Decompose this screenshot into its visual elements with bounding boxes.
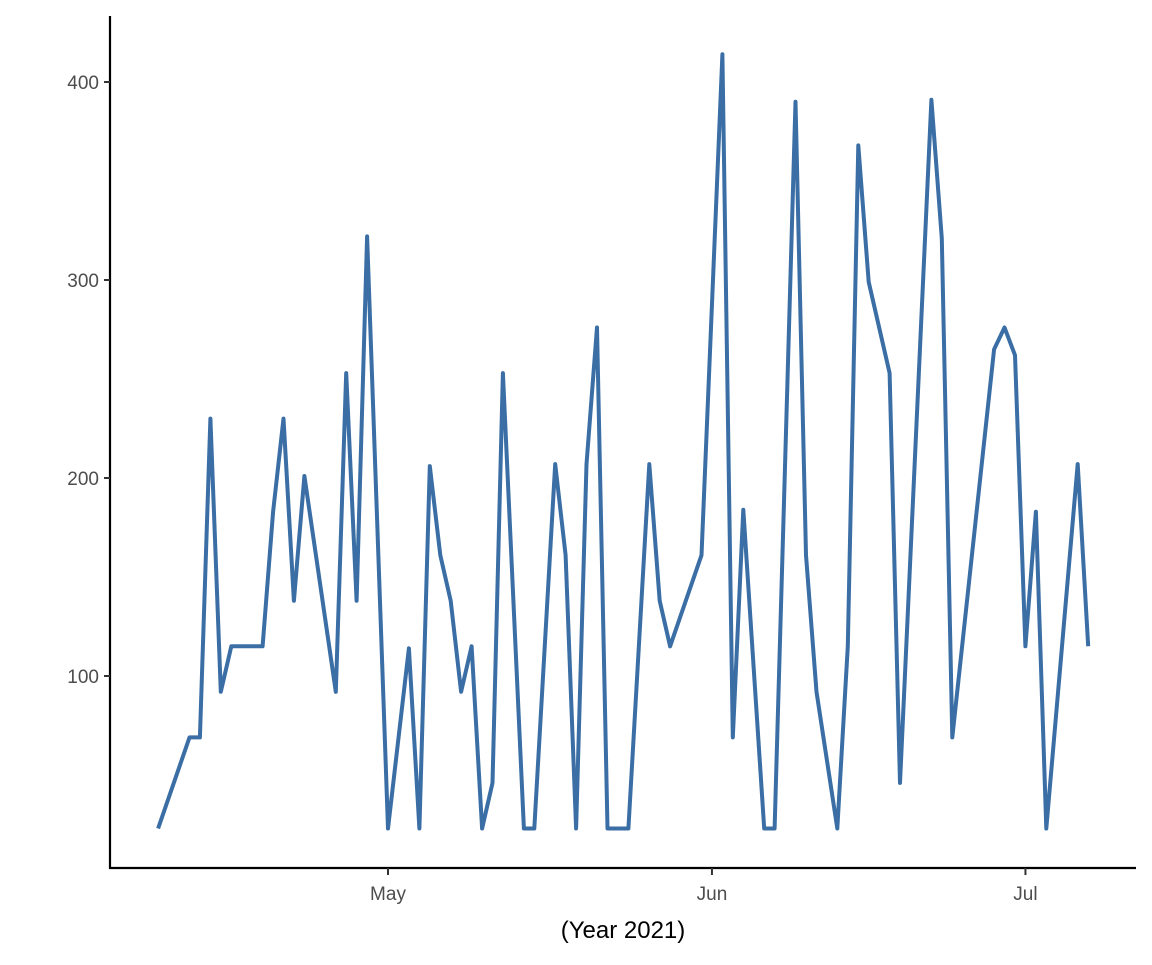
- x-tick-label: Jul: [1013, 884, 1037, 905]
- x-axis: May Jun Jul: [109, 866, 1136, 905]
- y-tick-label: 100: [67, 667, 99, 688]
- x-tick-label: May: [370, 884, 406, 905]
- y-axis: 100 200 300 400: [67, 16, 112, 869]
- x-axis-title: (Year 2021): [561, 917, 686, 944]
- y-tick-label: 400: [67, 73, 99, 94]
- y-axis-ticks: 100 200 300 400: [67, 73, 110, 688]
- y-tick-label: 200: [67, 469, 99, 490]
- data-line: [156, 52, 1091, 831]
- y-tick-label: 300: [67, 271, 99, 292]
- x-axis-ticks: May Jun Jul: [370, 868, 1038, 905]
- x-tick-label: Jun: [697, 884, 728, 905]
